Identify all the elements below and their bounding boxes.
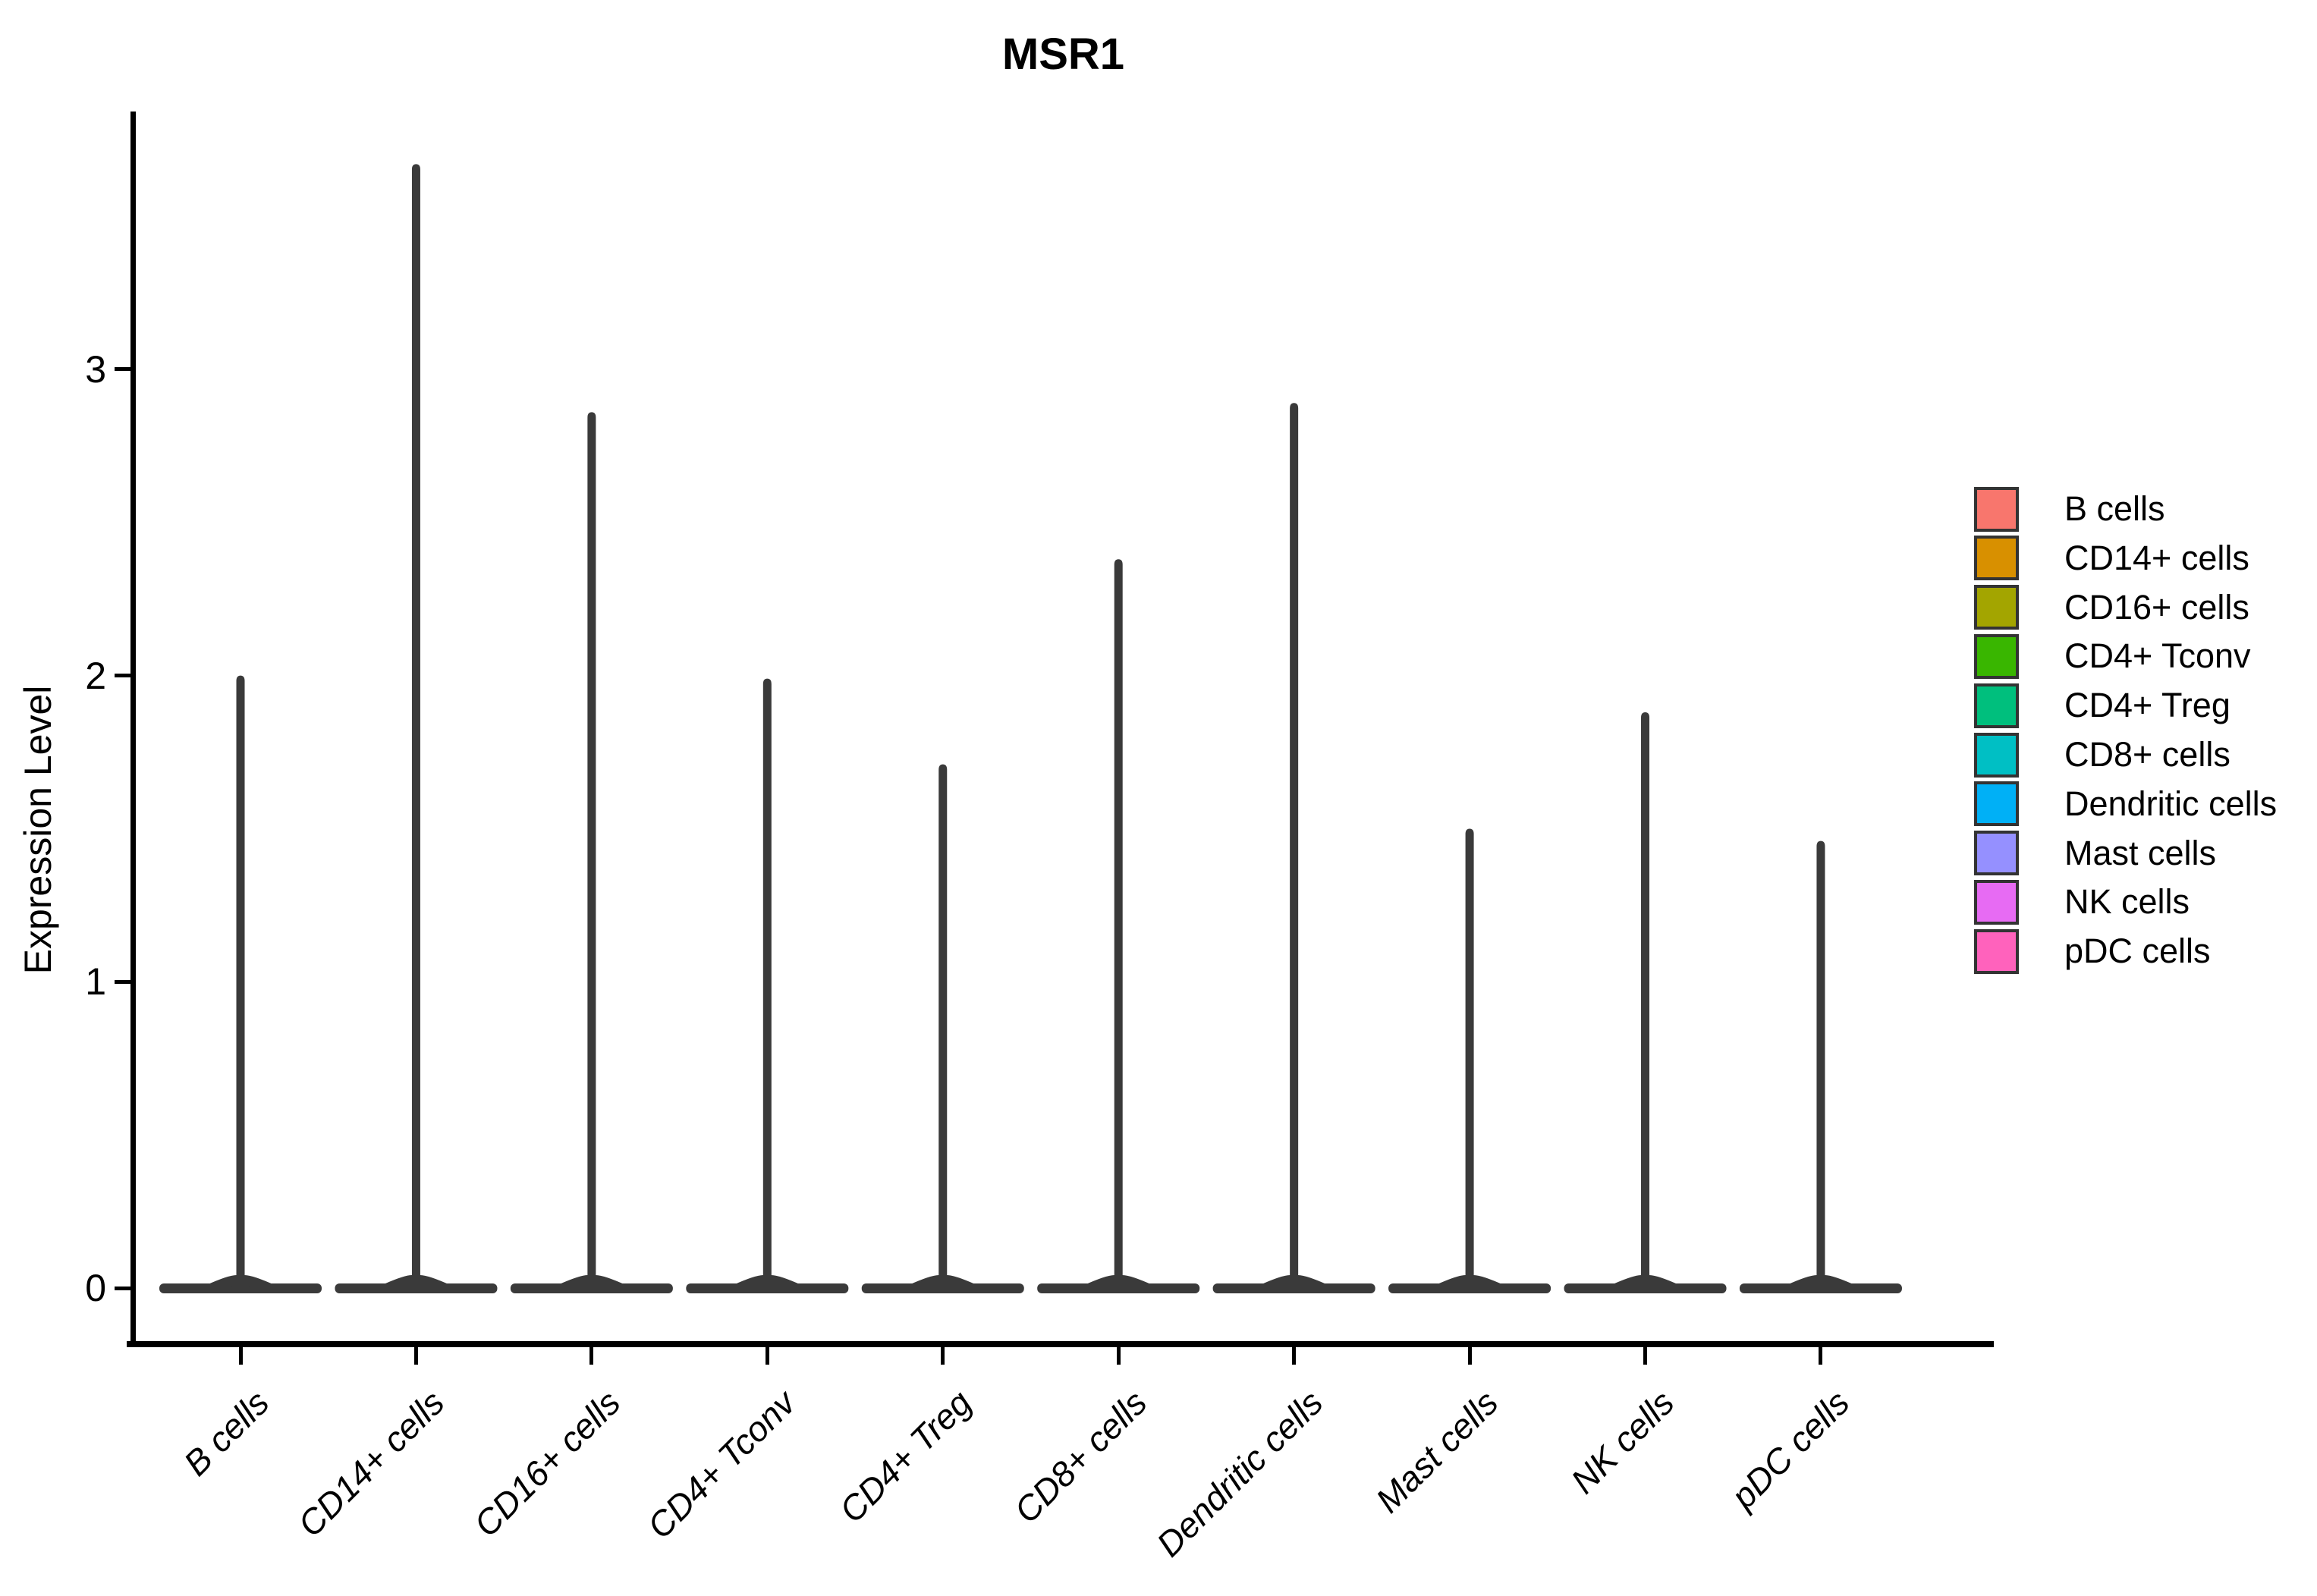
violin-spike (908, 764, 977, 1288)
legend-swatch (1974, 633, 2019, 679)
violin-spike (1435, 828, 1504, 1288)
violin (510, 412, 673, 1293)
chart-title: MSR1 (1001, 30, 1125, 79)
violin-base (861, 1283, 1024, 1293)
legend-label: CD16+ cells (2064, 587, 2249, 627)
violin-spike (1084, 559, 1153, 1288)
violin-base (335, 1283, 498, 1293)
x-axis-line (127, 1341, 1994, 1347)
violin-base (159, 1283, 322, 1293)
legend-swatch (1974, 732, 2019, 778)
legend-entry: CD14+ cells (1974, 536, 2249, 581)
legend-label: pDC cells (2064, 932, 2211, 971)
violin-base (686, 1283, 849, 1293)
violin-spike (1259, 403, 1328, 1288)
legend-label: CD4+ Tconv (2064, 636, 2251, 676)
x-tick-mark (238, 1347, 243, 1365)
legend-label: Dendritic cells (2064, 784, 2278, 823)
violin (159, 675, 322, 1293)
violin-base (1388, 1283, 1551, 1293)
x-tick-mark (1467, 1347, 1472, 1365)
x-tick-mark (765, 1347, 769, 1365)
legend-entry: CD16+ cells (1974, 585, 2249, 630)
legend-label: CD14+ cells (2064, 538, 2249, 577)
legend-swatch (1974, 928, 2019, 974)
violin-spike (1611, 712, 1680, 1288)
y-tick-label: 3 (85, 347, 106, 391)
violin-base (1739, 1283, 1902, 1293)
legend-label: NK cells (2064, 882, 2190, 922)
legend-entry: NK cells (1974, 879, 2190, 925)
x-tick-mark (589, 1347, 594, 1365)
legend-label: CD4+ Treg (2064, 686, 2231, 725)
violin-base (1564, 1283, 1727, 1293)
y-tick-mark (115, 1286, 131, 1290)
legend-entry: CD4+ Treg (1974, 683, 2231, 728)
x-tick-mark (1116, 1347, 1121, 1365)
x-tick-mark (1292, 1347, 1297, 1365)
y-tick-label: 1 (85, 960, 106, 1004)
violin (335, 164, 498, 1293)
legend-entry: CD4+ Tconv (1974, 633, 2251, 679)
y-axis-line (130, 112, 136, 1347)
violin-spike (1786, 840, 1855, 1288)
violin (1564, 712, 1727, 1293)
x-tick-mark (1643, 1347, 1648, 1365)
legend-swatch (1974, 536, 2019, 581)
violin-spike (733, 678, 802, 1288)
violin-spike (206, 675, 275, 1288)
violin-spike (557, 412, 626, 1289)
legend-entry: Mast cells (1974, 831, 2217, 876)
y-tick-mark (115, 674, 131, 678)
x-tick-mark (941, 1347, 945, 1365)
legend-swatch (1974, 831, 2019, 876)
legend-label: B cells (2064, 489, 2165, 528)
violin (1388, 828, 1551, 1293)
y-tick-mark (115, 979, 131, 984)
legend-swatch (1974, 486, 2019, 532)
legend-label: Mast cells (2064, 833, 2217, 872)
violin-base (1212, 1283, 1375, 1293)
violin (861, 764, 1024, 1293)
x-tick-mark (1819, 1347, 1823, 1365)
legend-entry: pDC cells (1974, 928, 2211, 974)
violin-spike (382, 164, 451, 1288)
legend-entry: B cells (1974, 486, 2165, 532)
legend-entry: CD8+ cells (1974, 732, 2231, 778)
legend-label: CD8+ cells (2064, 735, 2231, 774)
violin (1037, 559, 1200, 1293)
y-tick-label: 2 (85, 654, 106, 697)
violin-base (1037, 1283, 1200, 1293)
legend-swatch (1974, 585, 2019, 630)
legend-swatch (1974, 683, 2019, 728)
y-tick-label: 0 (85, 1267, 106, 1309)
y-tick-mark (115, 367, 131, 372)
violin (1739, 840, 1902, 1293)
violin (686, 678, 849, 1293)
violin (1212, 403, 1375, 1293)
legend-swatch (1974, 879, 2019, 925)
violin-base (510, 1283, 673, 1293)
legend-swatch (1974, 781, 2019, 827)
legend-entry: Dendritic cells (1974, 781, 2278, 827)
x-tick-mark (413, 1347, 418, 1365)
